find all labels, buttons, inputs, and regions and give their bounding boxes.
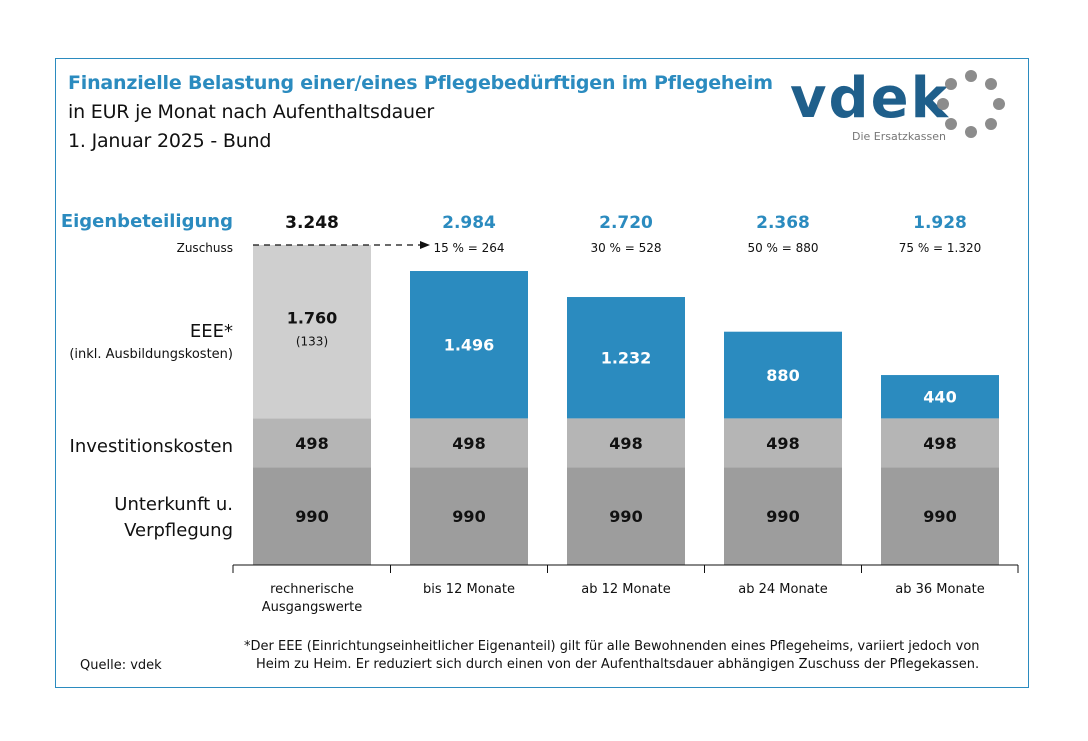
total-label: 1.928 [913, 213, 967, 233]
bar-value-label: 990 [452, 507, 485, 526]
zuschuss-arrow-head [420, 241, 430, 249]
total-label: 2.720 [599, 213, 653, 233]
bar-value-label: 990 [609, 507, 642, 526]
legend-invest: Investitionskosten [70, 436, 233, 457]
bar-value-label: 498 [923, 434, 956, 453]
total-label: 2.368 [756, 213, 810, 233]
bar-value-label: 990 [295, 507, 328, 526]
source-note: Quelle: vdek [80, 658, 162, 673]
x-tick-label: ab 36 Monate [895, 582, 985, 597]
bar-value-label: 498 [452, 434, 485, 453]
legend-eigenbeteiligung: Eigenbeteiligung [61, 211, 233, 232]
bar-value-label: 440 [923, 388, 956, 407]
bar-value-label: 498 [766, 434, 799, 453]
bar-segment-eee [253, 245, 371, 418]
zuschuss-label: 75 % = 1.320 [899, 241, 982, 255]
bar-value-label: 880 [766, 366, 799, 385]
zuschuss-label: 15 % = 264 [433, 241, 504, 255]
total-label: 3.248 [285, 213, 339, 233]
bar-value-label: 498 [295, 434, 328, 453]
legend-unterkunft-2: Verpflegung [124, 520, 233, 541]
legend-eee: EEE* [190, 321, 233, 342]
zuschuss-label: 50 % = 880 [747, 241, 818, 255]
bar-value-label: 990 [766, 507, 799, 526]
eee-note-label: (133) [296, 335, 328, 349]
bar-value-label: 1.496 [444, 336, 495, 355]
x-tick-label: rechnerische [270, 582, 354, 597]
bar-value-label: 1.232 [601, 349, 652, 368]
x-tick-label: bis 12 Monate [423, 582, 515, 597]
x-tick-label: ab 12 Monate [581, 582, 671, 597]
zuschuss-label: 30 % = 528 [590, 241, 661, 255]
total-label: 2.984 [442, 213, 496, 233]
x-tick-label: Ausgangswerte [262, 600, 362, 615]
bar-value-label: 1.760 [287, 309, 338, 328]
legend-zuschuss: Zuschuss [177, 241, 233, 255]
x-tick-label: ab 24 Monate [738, 582, 828, 597]
stacked-bar-chart: 990 498 1.760 (133) 3.248 rechnerische Ausgang… [0, 0, 1088, 741]
footnote: *Der EEE (Einrichtungseinheitlicher Eige… [244, 638, 984, 674]
bar-value-label: 990 [923, 507, 956, 526]
footnote-line-1: *Der EEE (Einrichtungseinheitlicher Eige… [244, 638, 984, 656]
bar-value-label: 498 [609, 434, 642, 453]
footnote-line-2: Heim zu Heim. Er reduziert sich durch ei… [244, 656, 984, 674]
legend-unterkunft-1: Unterkunft u. [114, 494, 233, 515]
legend-eee-sub: (inkl. Ausbildungskosten) [69, 347, 233, 362]
